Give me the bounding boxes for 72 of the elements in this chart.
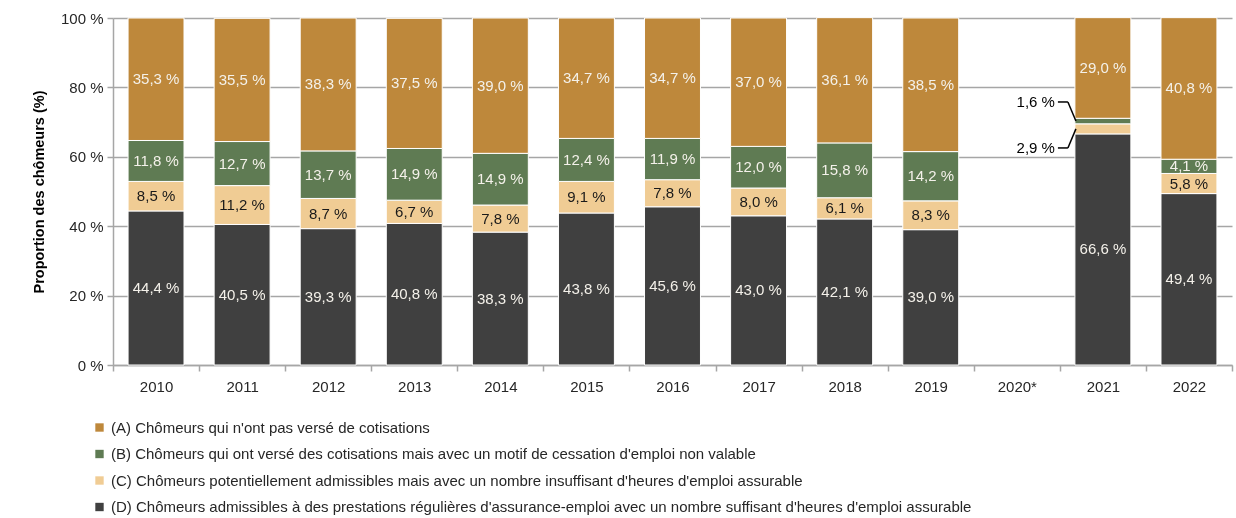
- data-label: 8,3 %: [911, 206, 950, 224]
- x-tick-label: 2019: [914, 377, 948, 395]
- data-label: 39,3 %: [304, 287, 352, 305]
- data-label: 12,7 %: [218, 154, 266, 172]
- legend-label: (C) Chômeurs potentiellement admissibles mais avec un nombre insuffisant d'heures d'emploi assurable: [111, 471, 803, 489]
- data-label: 15,8 %: [821, 161, 869, 179]
- data-label: 40,5 %: [218, 285, 266, 303]
- x-tick-label: 2018: [828, 377, 862, 395]
- data-label: 6,7 %: [395, 202, 434, 220]
- data-label: 14,2 %: [907, 167, 955, 185]
- data-label: 37,0 %: [735, 73, 782, 91]
- data-label: 43,8 %: [563, 280, 610, 298]
- y-tick-label: 80 %: [69, 78, 104, 96]
- data-label: 66,6 %: [1079, 240, 1127, 258]
- data-label: 37,5 %: [390, 74, 438, 92]
- data-label: 14,9 %: [476, 170, 524, 188]
- data-label: 40,8 %: [390, 285, 438, 303]
- x-tick-label: 2017: [742, 377, 776, 395]
- data-label: 39,0 %: [907, 288, 955, 306]
- data-label: 38,3 %: [304, 75, 352, 93]
- data-label: 39,0 %: [476, 76, 524, 94]
- data-label: 8,0 %: [739, 192, 778, 210]
- y-tick-label: 20 %: [69, 287, 104, 305]
- x-tick-label: 2010: [139, 377, 174, 395]
- data-label: 35,3 %: [132, 70, 180, 88]
- data-label: 12,0 %: [735, 158, 782, 176]
- y-tick-label: 60 %: [69, 148, 104, 166]
- data-label: 11,2 %: [219, 196, 265, 214]
- data-label: 43,0 %: [735, 281, 782, 299]
- data-label: 12,4 %: [563, 150, 610, 168]
- legend-label: (B) Chômeurs qui ont versé des cotisations mais avec un motif de cessation d'emploi non valable: [111, 445, 756, 462]
- data-label: 7,8 %: [653, 184, 692, 202]
- data-label: 14,9 %: [390, 165, 438, 183]
- data-label: 11,8 %: [133, 151, 179, 169]
- x-tick-label: 2022: [1172, 377, 1207, 395]
- y-axis-title: Proportion des chômeurs (%): [30, 90, 47, 294]
- data-label: 13,7 %: [304, 165, 352, 183]
- x-tick-label: 2012: [312, 377, 346, 395]
- data-label: 4,1 %: [1169, 157, 1209, 175]
- y-tick-label: 100 %: [60, 9, 104, 27]
- data-label: 45,6 %: [649, 276, 696, 294]
- legend-label: (A) Chômeurs qui n'ont pas versé de cotisations: [111, 418, 430, 436]
- x-tick-label: 2016: [656, 377, 690, 395]
- data-label: 11,9 %: [649, 150, 696, 168]
- data-label: 34,7 %: [563, 69, 610, 87]
- data-label: 6,1 %: [825, 199, 864, 217]
- data-label: 44,4 %: [132, 278, 180, 296]
- data-label: 5,8 %: [1169, 174, 1209, 192]
- x-tick-label: 2015: [570, 377, 604, 395]
- data-label: 38,5 %: [907, 75, 955, 93]
- data-label: 2,9 %: [1016, 138, 1055, 156]
- x-tick-label: 2021: [1086, 377, 1121, 395]
- data-label: 38,3 %: [476, 289, 524, 307]
- data-label: 36,1 %: [821, 71, 869, 89]
- data-label: 8,5 %: [136, 187, 176, 205]
- x-tick-label: 2013: [398, 377, 432, 395]
- data-label: 42,1 %: [821, 282, 869, 300]
- data-label: 34,7 %: [649, 69, 696, 87]
- legend-label: (D) Chômeurs admissibles à des prestations régulières d'assurance-emploi avec un nombre suffisant d'heures d'emploi assurable: [111, 498, 972, 515]
- data-label: 35,5 %: [218, 70, 266, 88]
- data-label: 8,7 %: [309, 204, 348, 222]
- x-tick-label: 2020*: [997, 377, 1038, 395]
- data-label: 40,8 %: [1165, 79, 1213, 97]
- y-tick-label: 0 %: [77, 356, 104, 374]
- y-tick-label: 40 %: [69, 217, 104, 235]
- data-label: 7,8 %: [481, 209, 520, 227]
- data-label: 1,6 %: [1016, 92, 1055, 110]
- data-label: 9,1 %: [567, 188, 606, 206]
- x-tick-label: 2014: [484, 377, 518, 395]
- data-label: 49,4 %: [1165, 270, 1213, 288]
- x-tick-label: 2011: [226, 377, 259, 395]
- data-label: 29,0 %: [1079, 58, 1127, 76]
